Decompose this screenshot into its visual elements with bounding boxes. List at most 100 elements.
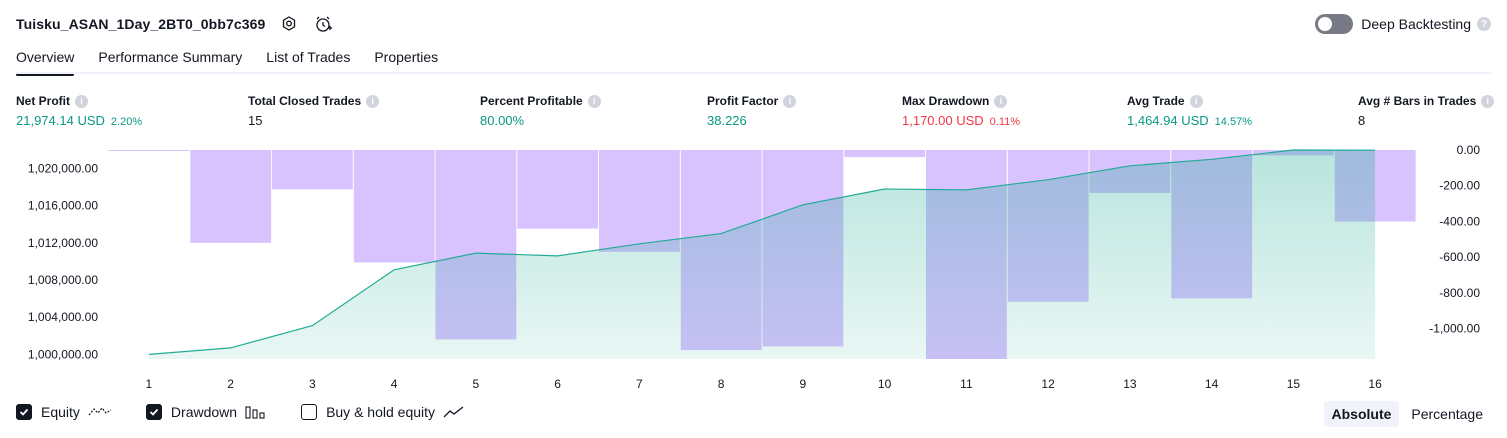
drawdown-bars-icon [245,405,267,419]
drawdown-bar [190,150,272,243]
metric-sub: 0.11% [989,116,1021,128]
x-axis-tick-label: 10 [878,377,892,391]
drawdown-toggle[interactable]: Drawdown [145,404,267,420]
chart-legend: Equity Drawdown Buy & hold equity [16,404,499,420]
tab-overview[interactable]: Overview [16,46,75,76]
drawdown-bar [844,150,926,158]
x-axis-tick-label: 6 [554,377,561,391]
x-axis-tick-label: 1 [146,377,153,391]
display-mode-switch: Absolute Percentage [1323,401,1492,427]
metric-value: 80.00% [480,113,525,128]
metric-value: 15 [248,113,263,128]
metric-label: Total Closed Trades [248,94,362,108]
drawdown-bar [599,150,680,252]
x-axis-tick-label: 9 [800,377,807,391]
x-axis-tick-label: 12 [1041,377,1055,391]
right-axis-tick-label: 0.00 [1457,143,1481,157]
metric-net-profit: Net Profit i 21,974.14 USD 2.20% [16,93,142,128]
deep-backtesting-toggle[interactable] [1315,14,1354,34]
settings-icon[interactable] [279,14,299,34]
deep-backtesting-control: Deep Backtesting ? [1315,12,1491,36]
tab-performance-summary[interactable]: Performance Summary [98,49,243,65]
report-header: Tuisku_ASAN_1Day_2BT0_0bb7c369 [16,12,333,36]
metric-label: Avg Trade [1127,94,1185,108]
toggle-knob [1318,17,1333,31]
metric-value: 8 [1358,113,1366,128]
tab-list-of-trades[interactable]: List of Trades [266,49,351,65]
equity-toggle[interactable]: Equity [16,404,112,420]
equity-drawdown-chart[interactable]: 1,000,000.00 1,004,000.00 1,008,000.00 1,01… [0,140,1507,395]
tabs-divider [16,72,1491,74]
equity-area [148,150,1376,359]
x-axis-tick-label: 13 [1123,377,1137,391]
equity-line [148,149,1376,355]
buyhold-line-icon [443,405,465,419]
strategy-name: Tuisku_ASAN_1Day_2BT0_0bb7c369 [16,16,266,32]
metric-label: Percent Profitable [480,94,583,108]
x-axis-tick-label: 8 [718,377,725,391]
drawdown-bar [108,150,190,151]
right-axis-tick-label: -200.00 [1439,179,1480,193]
metric-label: Net Profit [16,94,70,108]
info-icon[interactable]: i [994,94,1008,108]
info-icon[interactable]: i [1189,94,1203,108]
metric-percent-profitable: Percent Profitable i 80.00% [480,93,601,128]
x-axis-tick-label: 5 [473,377,480,391]
info-icon[interactable]: i [366,94,380,108]
deep-backtesting-label: Deep Backtesting [1361,16,1471,32]
metric-value: 1,464.94 USD [1127,113,1209,128]
x-axis-tick-label: 4 [391,377,398,391]
help-icon[interactable]: ? [1477,17,1491,31]
tab-properties[interactable]: Properties [374,49,439,65]
metric-avg-trade: Avg Trade i 1,464.94 USD 14.57% [1127,93,1252,128]
left-axis-tick-label: 1,000,000.00 [28,347,98,361]
equity-line-icon [88,405,112,419]
buyhold-toggle[interactable]: Buy & hold equity [301,404,465,420]
metric-avg-bars-in-trades: Avg # Bars in Trades i 8 [1358,93,1495,128]
left-axis-tick-label: 1,008,000.00 [28,273,98,287]
buyhold-checkbox[interactable] [301,404,318,420]
report-tabs: Overview Performance Summary List of Tra… [16,46,439,76]
metric-max-drawdown: Max Drawdown i 1,170.00 USD 0.11% [902,93,1020,128]
info-icon[interactable]: i [75,94,88,108]
right-axis-tick-label: -600.00 [1439,250,1480,264]
x-axis-tick-label: 15 [1287,377,1301,391]
left-axis-tick-label: 1,012,000.00 [28,236,98,250]
x-axis-tick-label: 3 [309,377,316,391]
info-icon[interactable]: i [783,94,797,108]
right-axis-tick-label: -1,000.00 [1429,322,1480,336]
metric-sub: 14.57% [1214,116,1252,128]
alert-clock-icon[interactable] [313,14,333,34]
metric-label: Profit Factor [707,94,779,108]
equity-label: Equity [41,404,80,420]
buyhold-label: Buy & hold equity [326,404,436,420]
left-axis-tick-label: 1,016,000.00 [28,199,98,213]
metric-label: Avg # Bars in Trades [1358,94,1477,108]
metric-value: 1,170.00 USD [902,113,984,128]
metric-value: 21,974.14 USD [16,113,105,128]
metric-sub: 2.20% [110,116,143,128]
right-axis-tick-label: -400.00 [1439,215,1480,229]
x-axis-tick-label: 2 [227,377,234,391]
drawdown-bar [353,150,435,263]
absolute-option[interactable]: Absolute [1323,401,1400,427]
metric-value: 38.226 [707,113,747,128]
x-axis-tick-label: 14 [1205,377,1219,391]
info-icon[interactable]: i [1481,94,1495,108]
left-axis-tick-label: 1,020,000.00 [28,162,98,176]
equity-checkbox[interactable] [16,404,32,420]
metric-total-closed-trades: Total Closed Trades i 15 [248,93,380,128]
x-axis-tick-label: 7 [636,377,643,391]
drawdown-bar [272,150,353,190]
drawdown-bar [517,150,599,229]
percentage-option[interactable]: Percentage [1411,406,1483,422]
right-axis-tick-label: -800.00 [1439,286,1480,300]
drawdown-label: Drawdown [170,404,238,420]
x-axis-tick-label: 16 [1368,377,1382,391]
info-icon[interactable]: i [587,94,601,108]
metric-profit-factor: Profit Factor i 38.226 [707,93,797,128]
left-axis-tick-label: 1,004,000.00 [28,310,98,324]
x-axis-tick-label: 11 [960,377,973,391]
metric-label: Max Drawdown [902,94,990,108]
drawdown-checkbox[interactable] [145,404,162,420]
